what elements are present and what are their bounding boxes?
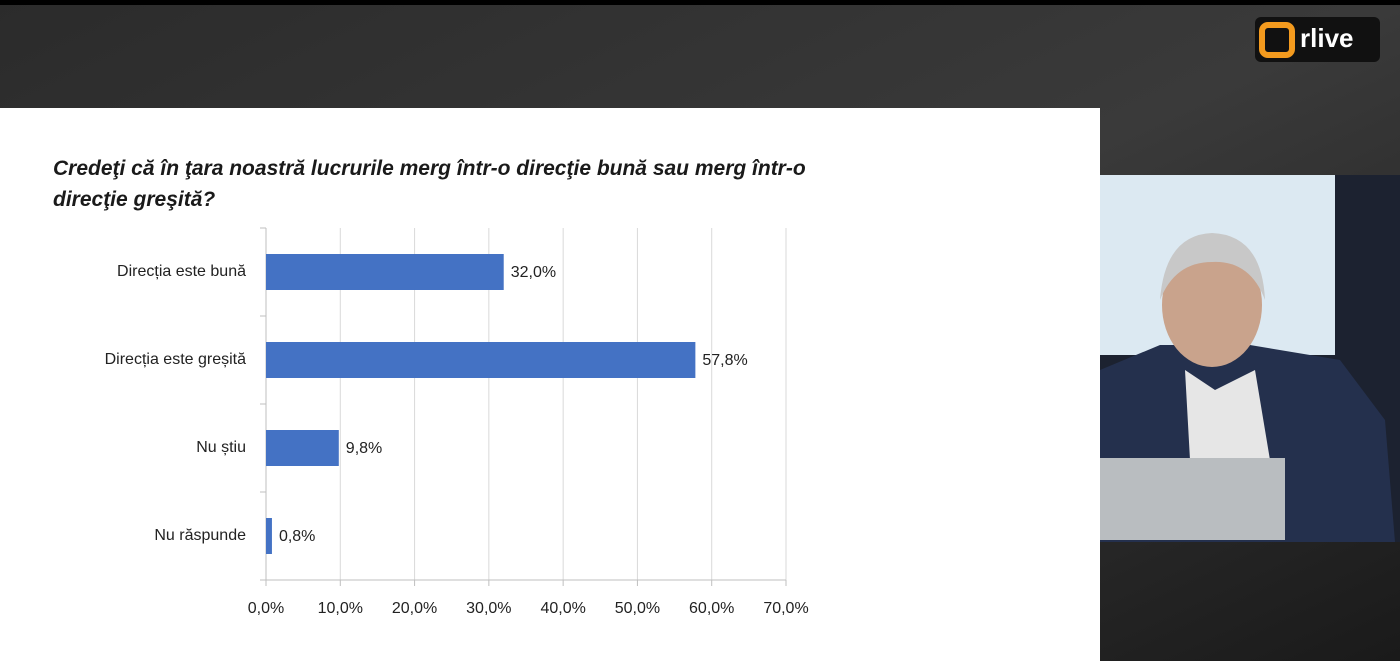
head [1162,243,1262,367]
y-tick-label: Nu răspunde [154,527,246,544]
logo-icon [1259,22,1295,58]
shirt [1185,370,1270,460]
y-tick-label: Nu știu [196,439,246,456]
value-label: 57,8% [702,352,747,369]
video-feed [1100,175,1400,542]
laptop [1100,458,1285,540]
logo: rlive [1255,17,1380,62]
hair [1160,233,1265,300]
x-tick-label: 70,0% [763,600,808,617]
x-tick-label: 0,0% [248,600,284,617]
value-label: 0,8% [279,528,315,545]
y-tick-label: Direcția este greșită [105,351,246,368]
x-tick-label: 50,0% [615,600,660,617]
logo-text: rlive [1300,23,1354,53]
bar [266,342,696,378]
chart-title: Credeţi că în ţara noastră lucrurile mer… [53,157,806,211]
value-label: 9,8% [346,440,382,457]
y-tick-label: Direcția este bună [117,263,246,280]
x-tick-label: 20,0% [392,600,437,617]
bar [266,430,339,466]
x-tick-label: 60,0% [689,600,734,617]
value-label: 32,0% [511,264,556,281]
logo-box [1255,17,1380,62]
bar [266,254,504,290]
x-tick-label: 10,0% [318,600,363,617]
bar [266,518,272,554]
x-tick-label: 30,0% [466,600,511,617]
slide-panel [0,108,1100,661]
top-bar [0,0,1400,5]
x-tick-label: 40,0% [540,600,585,617]
